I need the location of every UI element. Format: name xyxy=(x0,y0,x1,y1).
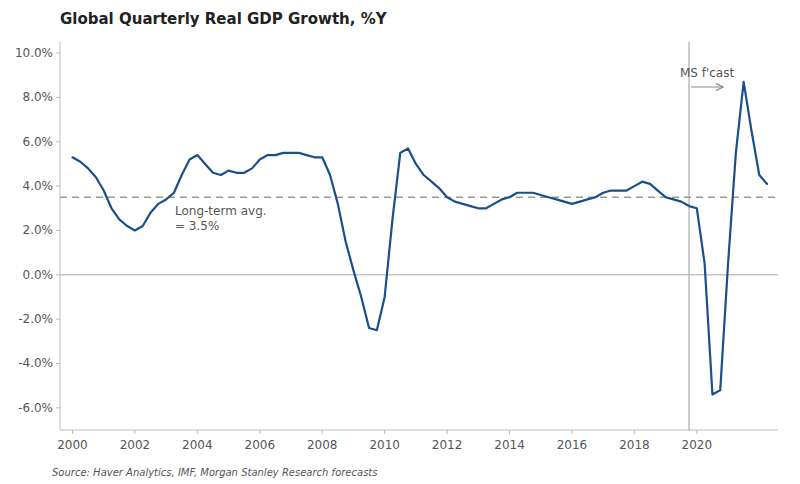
x-tick xyxy=(259,430,260,434)
forecast-line xyxy=(689,42,690,430)
x-tick xyxy=(509,430,510,434)
y-tick-label: -4.0% xyxy=(18,356,53,370)
y-tick-label: 8.0% xyxy=(23,90,54,104)
y-tick-label: 6.0% xyxy=(23,135,54,149)
x-tick xyxy=(197,430,198,434)
forecast-arrow xyxy=(691,86,723,87)
x-tick-label: 2006 xyxy=(245,438,276,452)
x-tick-label: 2004 xyxy=(182,438,213,452)
y-tick-label: 0.0% xyxy=(23,268,54,282)
x-tick-label: 2018 xyxy=(619,438,650,452)
y-tick xyxy=(56,186,60,187)
y-tick xyxy=(56,407,60,408)
y-tick-label: 4.0% xyxy=(23,179,54,193)
y-tick xyxy=(56,141,60,142)
y-tick xyxy=(56,274,60,275)
y-tick xyxy=(56,97,60,98)
y-axis-line xyxy=(60,42,61,430)
y-tick-label: 2.0% xyxy=(23,223,54,237)
y-tick xyxy=(56,230,60,231)
y-tick-label: -2.0% xyxy=(18,312,53,326)
background xyxy=(0,0,800,484)
x-axis-line xyxy=(60,430,778,431)
average-label: Long-term avg.= 3.5% xyxy=(175,204,267,233)
x-tick xyxy=(384,430,385,434)
x-tick-label: 2012 xyxy=(432,438,463,452)
forecast-label: MS f'cast xyxy=(680,66,735,80)
y-tick xyxy=(56,53,60,54)
x-tick xyxy=(571,430,572,434)
title: Global Quarterly Real GDP Growth, %Y xyxy=(60,10,388,28)
x-tick xyxy=(447,430,448,434)
x-tick xyxy=(322,430,323,434)
gdp-line xyxy=(72,82,767,395)
source: Source: Haver Analytics, IMF, Morgan Sta… xyxy=(52,467,377,478)
x-tick-label: 2016 xyxy=(557,438,588,452)
x-tick-label: 2010 xyxy=(369,438,400,452)
reference-line xyxy=(60,274,778,275)
x-tick xyxy=(72,430,73,434)
x-tick-label: 2014 xyxy=(494,438,525,452)
x-tick xyxy=(134,430,135,434)
x-tick-label: 2002 xyxy=(120,438,151,452)
y-tick xyxy=(56,319,60,320)
x-tick xyxy=(634,430,635,434)
plot-area xyxy=(60,42,778,430)
y-tick-label: -6.0% xyxy=(18,401,53,415)
y-tick-label: 10.0% xyxy=(15,46,53,60)
chart: Global Quarterly Real GDP Growth, %Y -6.0… xyxy=(0,0,800,484)
x-tick-label: 2020 xyxy=(682,438,713,452)
x-tick xyxy=(696,430,697,434)
x-tick-label: 2000 xyxy=(57,438,88,452)
y-tick xyxy=(56,363,60,364)
x-tick-label: 2008 xyxy=(307,438,338,452)
